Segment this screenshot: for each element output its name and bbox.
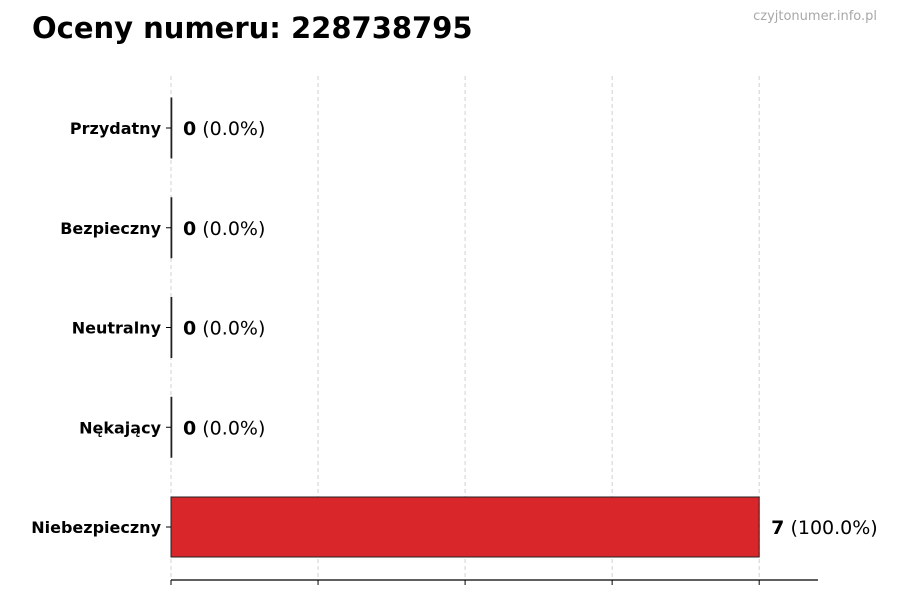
watermark: czyjtonumer.info.pl <box>753 9 877 24</box>
data-label-percent: (0.0%) <box>196 218 265 240</box>
y-tick-label: Przydatny <box>70 119 162 138</box>
chart-title: Oceny numeru: 228738795 <box>32 11 473 45</box>
data-label: 0 (0.0%) <box>183 417 265 439</box>
y-tick-label: Neutralny <box>72 319 162 338</box>
y-tick-label: Niebezpieczny <box>31 518 161 537</box>
data-label-percent: (0.0%) <box>196 417 265 439</box>
data-label-percent: (0.0%) <box>196 118 265 140</box>
y-tick-label: Nękający <box>79 418 161 437</box>
data-label-count: 7 <box>771 517 784 539</box>
data-label: 7 (100.0%) <box>771 517 878 539</box>
data-label-count: 0 <box>183 118 196 140</box>
data-label-count: 0 <box>183 218 196 240</box>
bar <box>170 297 173 358</box>
data-label-percent: (0.0%) <box>196 318 265 340</box>
bar <box>170 197 173 259</box>
data-label-count: 0 <box>183 318 196 340</box>
bar <box>170 496 760 558</box>
data-label: 0 (0.0%) <box>183 218 265 240</box>
bar <box>170 396 173 458</box>
data-label-count: 0 <box>183 417 196 439</box>
data-label: 0 (0.0%) <box>183 118 265 140</box>
bar <box>170 97 173 159</box>
data-label: 0 (0.0%) <box>183 318 265 340</box>
y-tick-label: Bezpieczny <box>60 219 161 238</box>
data-label-percent: (100.0%) <box>784 517 877 539</box>
